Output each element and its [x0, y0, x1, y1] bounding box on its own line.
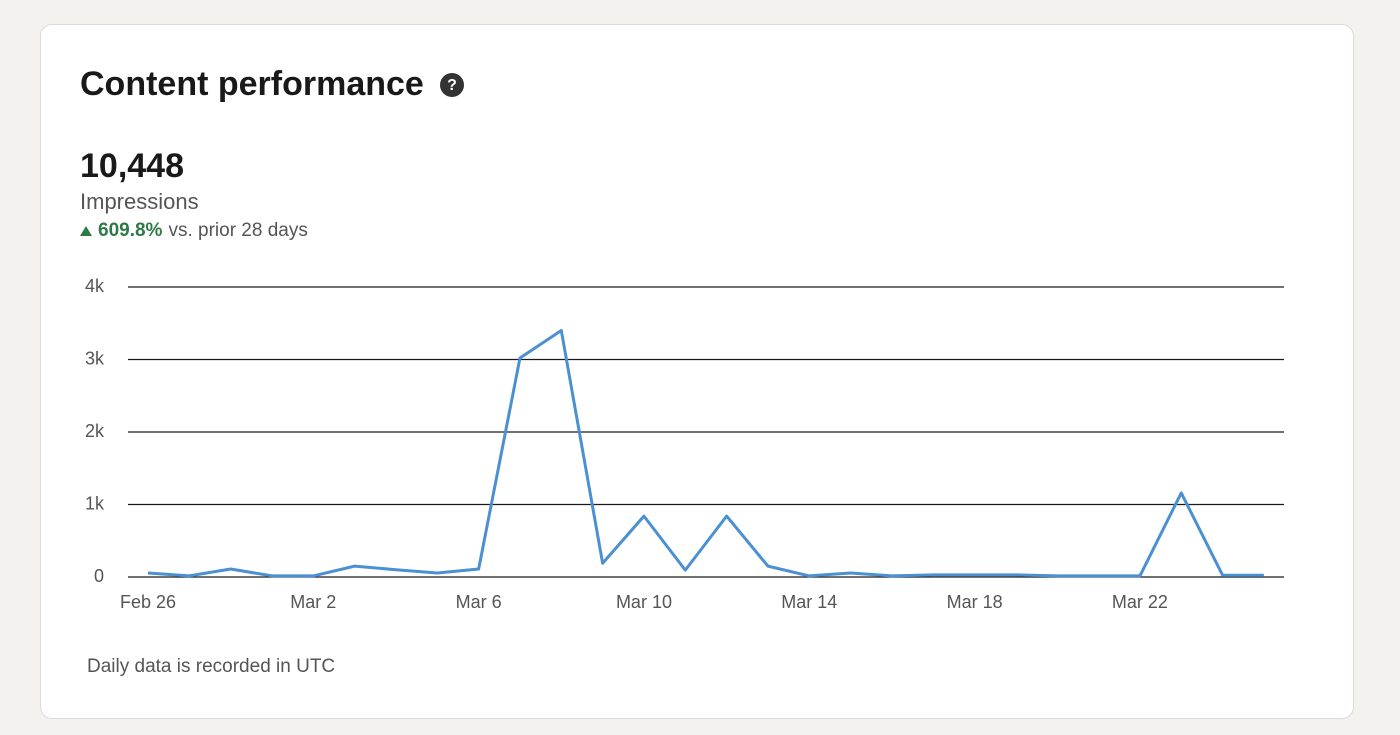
y-tick-label: 2k: [85, 421, 105, 441]
metric: Impressions: [80, 189, 199, 214]
x-tick-label: Mar 22: [1112, 592, 1168, 612]
x-tick-label: Mar 2: [290, 592, 336, 612]
y-tick-label: 0: [94, 566, 104, 586]
card-title: Content performance: [80, 65, 424, 103]
x-tick-label: Mar 6: [456, 592, 502, 612]
total: 10,448: [80, 147, 184, 185]
help-icon[interactable]: ?: [439, 72, 464, 97]
change-percent: 609.8%: [98, 220, 163, 241]
data-line: [147, 329, 1264, 578]
svg-text:?: ?: [447, 77, 457, 94]
y-tick-label: 1k: [85, 493, 105, 513]
card: Content performance ? 10,448 Impressions…: [40, 24, 1354, 719]
x-tick-label: Mar 18: [947, 592, 1003, 612]
y-tick-label: 4k: [85, 276, 105, 296]
up-arrow: [80, 226, 92, 236]
comparison: vs. prior 28 days: [168, 220, 308, 241]
footnote: Daily data is recorded in UTC: [87, 656, 336, 677]
x-tick-label: Mar 10: [616, 592, 672, 612]
title-row: Content performance ?: [80, 65, 464, 104]
y-tick-label: 3k: [85, 348, 105, 368]
x-tick-label: Mar 14: [781, 592, 837, 612]
x-tick-label: Feb 26: [120, 592, 176, 612]
change: 609.8% vs. prior 28 days: [80, 220, 308, 242]
